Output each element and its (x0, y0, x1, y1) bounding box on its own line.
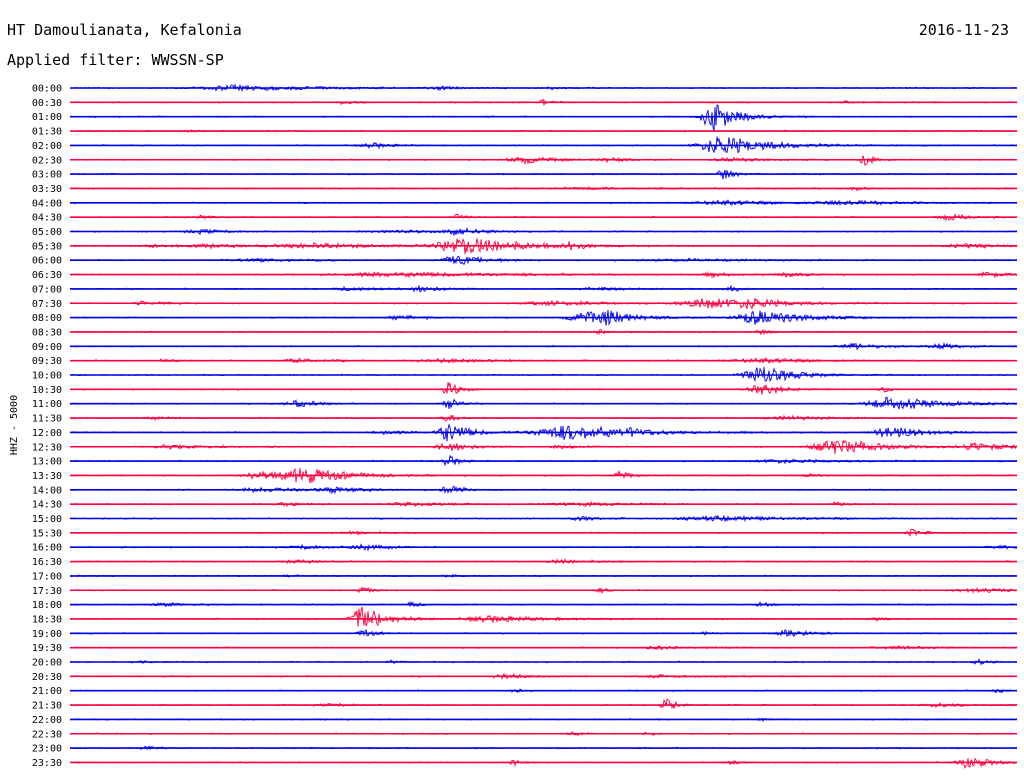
time-label: 09:00 (32, 342, 62, 353)
time-label: 21:30 (32, 701, 62, 712)
time-label: 07:30 (32, 299, 62, 310)
time-label: 06:00 (32, 256, 62, 267)
time-label: 11:30 (32, 414, 62, 425)
filter-label: Applied filter: WWSSN-SP (7, 51, 224, 69)
time-label: 19:30 (32, 643, 62, 654)
time-label: 04:00 (32, 198, 62, 209)
time-label: 02:30 (32, 155, 62, 166)
time-label: 13:30 (32, 471, 62, 482)
time-label: 23:30 (32, 758, 62, 769)
time-label: 08:00 (32, 313, 62, 324)
time-label: 17:30 (32, 586, 62, 597)
time-label: 11:00 (32, 399, 62, 410)
trace-group (69, 83, 1018, 770)
time-label: 05:30 (32, 241, 62, 252)
time-label: 16:30 (32, 557, 62, 568)
time-label: 22:00 (32, 715, 62, 726)
time-label: 17:00 (32, 571, 62, 582)
time-label: 20:30 (32, 672, 62, 683)
time-label: 03:30 (32, 184, 62, 195)
time-label: 13:00 (32, 457, 62, 468)
time-label: 15:00 (32, 514, 62, 525)
time-label: 18:30 (32, 614, 62, 625)
time-label: 14:00 (32, 485, 62, 496)
trace-row (69, 698, 1018, 710)
time-label: 10:30 (32, 385, 62, 396)
time-label-group: 00:00 00:30 01:00 01:30 02:00 02:30 03:00 03:30… (32, 84, 62, 769)
time-label: 20:00 (32, 658, 62, 669)
time-label: 22:30 (32, 729, 62, 740)
time-label: 04:30 (32, 213, 62, 224)
time-label: 12:00 (32, 428, 62, 439)
trace-row (70, 366, 1018, 383)
time-label: 02:00 (32, 141, 62, 152)
plot-date: 2016-11-23 (918, 21, 1009, 39)
time-label: 01:00 (32, 112, 62, 123)
time-label: 19:00 (32, 629, 62, 640)
time-label: 05:00 (32, 227, 62, 238)
time-label: 06:30 (32, 270, 62, 281)
time-label: 12:30 (32, 442, 62, 453)
station-title: HT Damoulianata, Kefalonia (7, 21, 242, 39)
time-label: 03:00 (32, 170, 62, 181)
time-label: 00:30 (32, 98, 62, 109)
time-label: 14:30 (32, 500, 62, 511)
trace-row (69, 104, 1018, 132)
time-label: 23:00 (32, 744, 62, 755)
time-label: 00:00 (32, 84, 62, 95)
time-label: 09:30 (32, 356, 62, 367)
time-label: 21:00 (32, 686, 62, 697)
time-label: 16:00 (32, 543, 62, 554)
time-label: 07:00 (32, 284, 62, 295)
y-axis-label: HHZ - 5000 (9, 395, 20, 455)
time-label: 08:30 (32, 327, 62, 338)
trace-row (69, 381, 1018, 395)
time-label: 15:30 (32, 528, 62, 539)
time-label: 18:00 (32, 600, 62, 611)
trace-row (69, 606, 1018, 627)
time-label: 01:30 (32, 127, 62, 138)
time-label: 10:00 (32, 371, 62, 382)
